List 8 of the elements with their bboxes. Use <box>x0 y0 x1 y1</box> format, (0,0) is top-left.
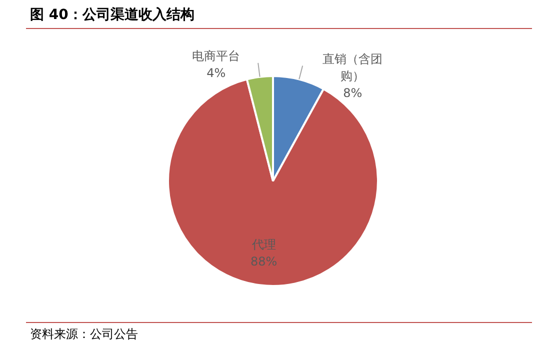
chart-title: 图 40：公司渠道收入结构 <box>30 6 194 24</box>
data-label: 8% <box>343 86 362 100</box>
slice-label: 直销（含团购） <box>322 52 383 83</box>
data-label: 4% <box>206 66 226 80</box>
slice-label: 电商平台 <box>192 49 240 64</box>
slice-label: 代理 <box>250 238 276 252</box>
text: 资料来源：公司公告 <box>30 326 138 343</box>
data-label: 88% <box>250 254 278 269</box>
